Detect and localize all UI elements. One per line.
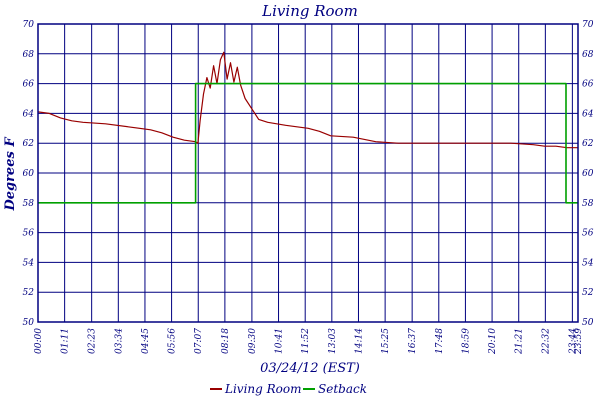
y-tick-label: 60 (23, 169, 35, 179)
x-tick-label: 23:44 (568, 328, 578, 355)
y-axis-label: Degrees F (3, 137, 18, 212)
y-tick-label-right: 58 (582, 199, 594, 209)
x-tick-label: 22:32 (541, 328, 551, 355)
x-tick-labels: 00:00 01:11 02:23 03:34 04:45 05:56 07:07 08:18… (34, 328, 584, 355)
y-tick-label-right: 52 (582, 288, 594, 298)
plot-frame (37, 23, 579, 323)
x-tick-label: 03:34 (114, 328, 124, 354)
series-line-0 (37, 51, 578, 149)
x-tick-label: 10:41 (275, 328, 285, 354)
x-tick-label: 07:07 (194, 328, 204, 354)
y-tick-label-right: 56 (582, 229, 594, 239)
x-tick-label: 18:59 (461, 328, 471, 354)
y-tick-label-right: 70 (582, 20, 594, 30)
y-tick-label: 68 (23, 50, 35, 60)
x-tick-label: 02:23 (88, 328, 98, 354)
x-tick-label: 17:48 (435, 328, 445, 354)
y-tick-label: 64 (23, 109, 35, 119)
x-tick-label: 05:56 (168, 328, 178, 354)
y-tick-label: 62 (23, 139, 35, 149)
x-axis-label: 03/24/12 (EST) (260, 361, 360, 376)
y-tick-label-right: 64 (582, 109, 594, 119)
y-tick-label: 54 (23, 258, 35, 268)
series-layer (37, 51, 578, 204)
x-tick-label: 11:52 (301, 328, 311, 354)
x-tick-label: 15:25 (381, 328, 391, 354)
y-tick-label-right: 62 (582, 139, 594, 149)
x-tick-label: 08:18 (221, 328, 231, 354)
x-tick-label: 04:45 (141, 328, 151, 354)
legend: Living Room Setback (210, 382, 367, 396)
legend-label: Setback (318, 382, 367, 396)
y-tick-label: 50 (23, 318, 35, 328)
y-tick-label: 58 (23, 199, 35, 209)
y-tick-label-right: 66 (582, 80, 594, 90)
x-tick-label: 23:59 (574, 328, 584, 355)
y-tick-label-right: 68 (582, 50, 594, 60)
x-tick-label: 20:10 (488, 328, 498, 355)
y-tick-label-right: 60 (582, 169, 594, 179)
y-tick-label: 52 (23, 288, 35, 298)
x-tick-label: 00:00 (34, 328, 44, 354)
y-tick-labels-left: 50 52 54 56 58 60 62 64 66 68 70 (23, 20, 35, 328)
y-tick-label: 70 (23, 20, 35, 30)
y-tick-label-right: 50 (582, 318, 594, 328)
x-tick-label: 14:14 (354, 328, 364, 354)
x-tick-label: 16:37 (408, 328, 418, 354)
y-tick-label: 66 (23, 80, 35, 90)
chart-title: Living Room (261, 2, 358, 20)
series-line-1 (38, 82, 578, 204)
x-tick-label: 13:03 (328, 328, 338, 354)
y-tick-label: 56 (23, 229, 35, 239)
y-tick-label-right: 54 (582, 258, 594, 268)
legend-label: Living Room (224, 382, 302, 396)
x-tick-label: 09:30 (248, 328, 258, 354)
y-tick-labels-right: 50 52 54 56 58 60 62 64 66 68 70 (582, 20, 594, 328)
x-tick-label: 01:11 (61, 328, 71, 354)
x-tick-label: 21:21 (515, 328, 525, 355)
